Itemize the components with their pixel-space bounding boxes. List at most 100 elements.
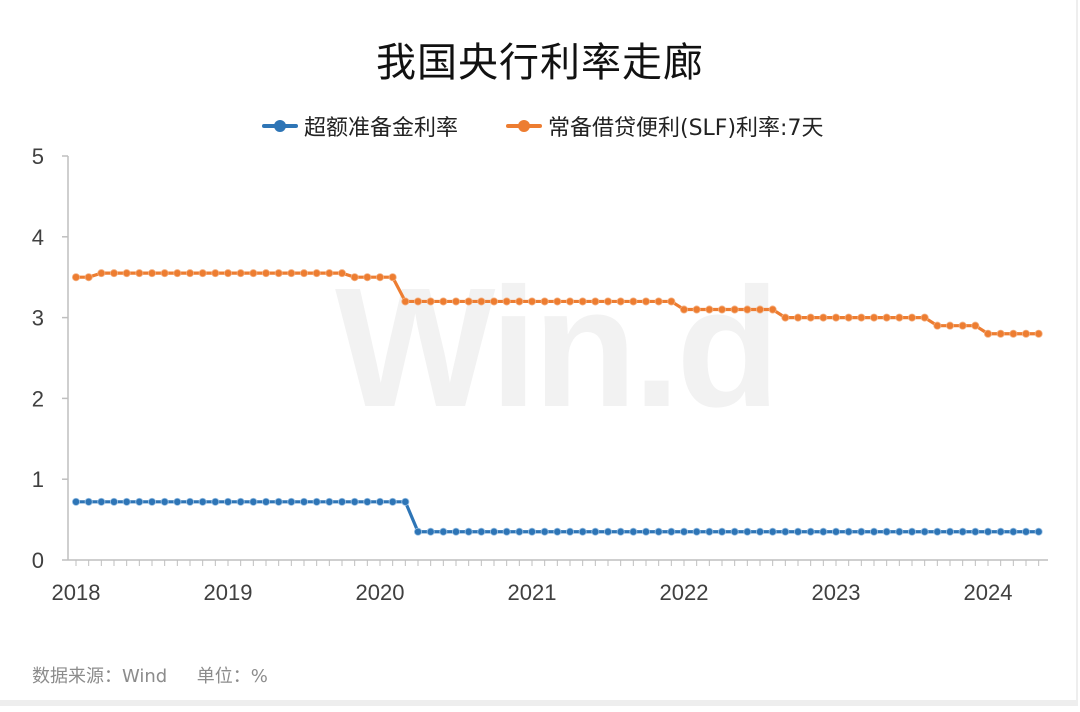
- series-point-1: [604, 297, 613, 306]
- series-point-1: [451, 297, 460, 306]
- series-point-0: [768, 527, 777, 536]
- series-point-1: [996, 329, 1005, 338]
- series-point-0: [72, 497, 81, 506]
- series-point-1: [97, 269, 106, 278]
- series-point-1: [198, 269, 207, 278]
- series-point-1: [299, 269, 308, 278]
- series-point-0: [984, 527, 993, 536]
- series-point-0: [1009, 527, 1018, 536]
- series-point-1: [1022, 329, 1031, 338]
- series-point-0: [604, 527, 613, 536]
- x-tick-label: 2019: [204, 580, 253, 605]
- series-point-1: [122, 269, 131, 278]
- series-point-1: [705, 305, 714, 314]
- series-point-1: [325, 269, 334, 278]
- series-point-1: [287, 269, 296, 278]
- series-point-1: [185, 269, 194, 278]
- series-point-0: [312, 497, 321, 506]
- series-point-1: [642, 297, 651, 306]
- legend-label-slf: 常备借贷便利(SLF)利率:7天: [548, 116, 824, 141]
- series-point-1: [680, 305, 689, 314]
- series-point-0: [439, 527, 448, 536]
- series-point-1: [781, 313, 790, 322]
- legend-item-excess-reserve: 超额准备金利率: [262, 110, 458, 142]
- series-point-1: [870, 313, 879, 322]
- series-point-0: [730, 527, 739, 536]
- legend-swatch-excess-reserve: [262, 114, 298, 138]
- series-point-1: [616, 297, 625, 306]
- series-point-0: [401, 497, 410, 506]
- series-point-0: [756, 527, 765, 536]
- x-tick-label: 2021: [508, 580, 557, 605]
- series-line-0: [76, 500, 1039, 534]
- series-point-0: [363, 497, 372, 506]
- series-point-1: [819, 313, 828, 322]
- series-point-0: [667, 527, 676, 536]
- series-point-0: [806, 527, 815, 536]
- series-point-1: [337, 269, 346, 278]
- series-point-1: [489, 297, 498, 306]
- series-point-1: [72, 273, 81, 282]
- series-point-1: [515, 297, 524, 306]
- series-point-1: [743, 305, 752, 314]
- series-point-1: [857, 313, 866, 322]
- series-point-0: [198, 497, 207, 506]
- series-point-0: [477, 527, 486, 536]
- legend-item-slf: 常备借贷便利(SLF)利率:7天: [506, 110, 823, 142]
- series-point-0: [781, 527, 790, 536]
- series-point-0: [832, 527, 841, 536]
- series-point-0: [629, 527, 638, 536]
- y-tick-label: 0: [32, 548, 44, 573]
- series-point-0: [958, 527, 967, 536]
- series-point-0: [946, 527, 955, 536]
- series-point-1: [464, 297, 473, 306]
- series-point-0: [692, 527, 701, 536]
- series-point-1: [806, 313, 815, 322]
- series-point-1: [110, 269, 119, 278]
- series-point-0: [528, 527, 537, 536]
- series-point-0: [566, 527, 575, 536]
- series-point-1: [566, 297, 575, 306]
- series-point-1: [667, 297, 676, 306]
- series-point-1: [388, 273, 397, 282]
- series-point-1: [312, 269, 321, 278]
- series-point-0: [996, 527, 1005, 536]
- y-tick-label: 5: [32, 144, 44, 169]
- series-point-0: [97, 497, 106, 506]
- series-point-1: [832, 313, 841, 322]
- legend-swatch-slf: [506, 114, 542, 138]
- y-tick-label: 1: [32, 467, 44, 492]
- series-point-1: [211, 269, 220, 278]
- series-point-0: [642, 527, 651, 536]
- series-point-0: [223, 497, 232, 506]
- x-tick-label: 2023: [812, 580, 861, 605]
- series-point-0: [844, 527, 853, 536]
- series-point-0: [325, 497, 334, 506]
- series-point-0: [895, 527, 904, 536]
- series-point-1: [350, 273, 359, 282]
- series-point-1: [882, 313, 891, 322]
- series-point-0: [705, 527, 714, 536]
- series-point-1: [160, 269, 169, 278]
- series-point-0: [388, 497, 397, 506]
- series-point-0: [540, 527, 549, 536]
- series-point-0: [882, 527, 891, 536]
- series-point-1: [958, 321, 967, 330]
- series-point-0: [350, 497, 359, 506]
- series-point-1: [730, 305, 739, 314]
- series-point-1: [794, 313, 803, 322]
- series-point-0: [464, 527, 473, 536]
- series-point-1: [528, 297, 537, 306]
- series-point-0: [261, 497, 270, 506]
- series-point-0: [337, 497, 346, 506]
- y-tick-label: 2: [32, 386, 44, 411]
- series-point-0: [616, 527, 625, 536]
- chart-legend: 超额准备金利率 常备借贷便利(SLF)利率:7天: [0, 110, 1080, 142]
- series-point-1: [249, 269, 258, 278]
- series-point-0: [553, 527, 562, 536]
- series-point-0: [1022, 527, 1031, 536]
- series-point-0: [743, 527, 752, 536]
- chart-title: 我国央行利率走廊: [376, 40, 704, 86]
- unit-note: 单位：%: [196, 666, 268, 687]
